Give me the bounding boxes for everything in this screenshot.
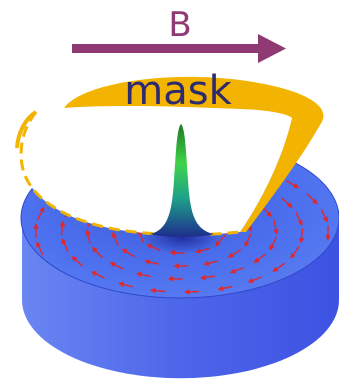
spin-arrow-icon [280,197,293,208]
spin-arrow-icon [85,229,91,245]
spin-arrow-icon [200,274,216,281]
spin-arrow-icon [144,259,160,265]
spin-arrow-icon [109,262,124,270]
spin-arrow-icon [217,285,233,292]
mask-opening [20,106,293,235]
mask-label: mask [124,68,232,114]
spin-arrow-icon [229,266,245,274]
spin-arrow-icon [90,271,105,279]
spin-arrow-icon [118,281,133,288]
spin-arrow-icon [36,206,45,221]
spin-arrow-icon [320,208,328,223]
spin-arrow-icon [112,231,120,246]
spin-arrow-icon [290,246,300,259]
spin-arrow-icon [295,211,303,226]
spin-arrow-icon [61,238,69,253]
spin-arrow-icon [121,248,135,258]
field-arrow-icon [72,34,286,63]
spin-arrow-icon [136,271,151,278]
spin-arrow-icon [227,249,242,258]
spin-arrow-icon [91,246,103,259]
spin-arrow-icon [184,289,200,295]
magnetization-peak [150,124,214,237]
spin-arrow-icon [203,260,219,266]
spin-arrow-icon [71,256,84,267]
spin-arrow-icon [306,193,318,205]
spin-arrow-icon [269,236,278,251]
spin-arrow-icon [59,220,66,236]
spin-arrow-icon [149,287,166,294]
field-label: B [168,5,191,45]
spin-arrow-icon [298,228,305,244]
spin-arrow-icon [244,233,252,248]
spin-arrow-icon [273,219,279,235]
spin-arrow-icon [36,241,44,256]
spin-arrow-icon [253,253,267,264]
spin-arrow-icon [285,179,300,189]
spin-arrow-icon [247,276,263,284]
spin-arrow-icon [272,262,286,272]
